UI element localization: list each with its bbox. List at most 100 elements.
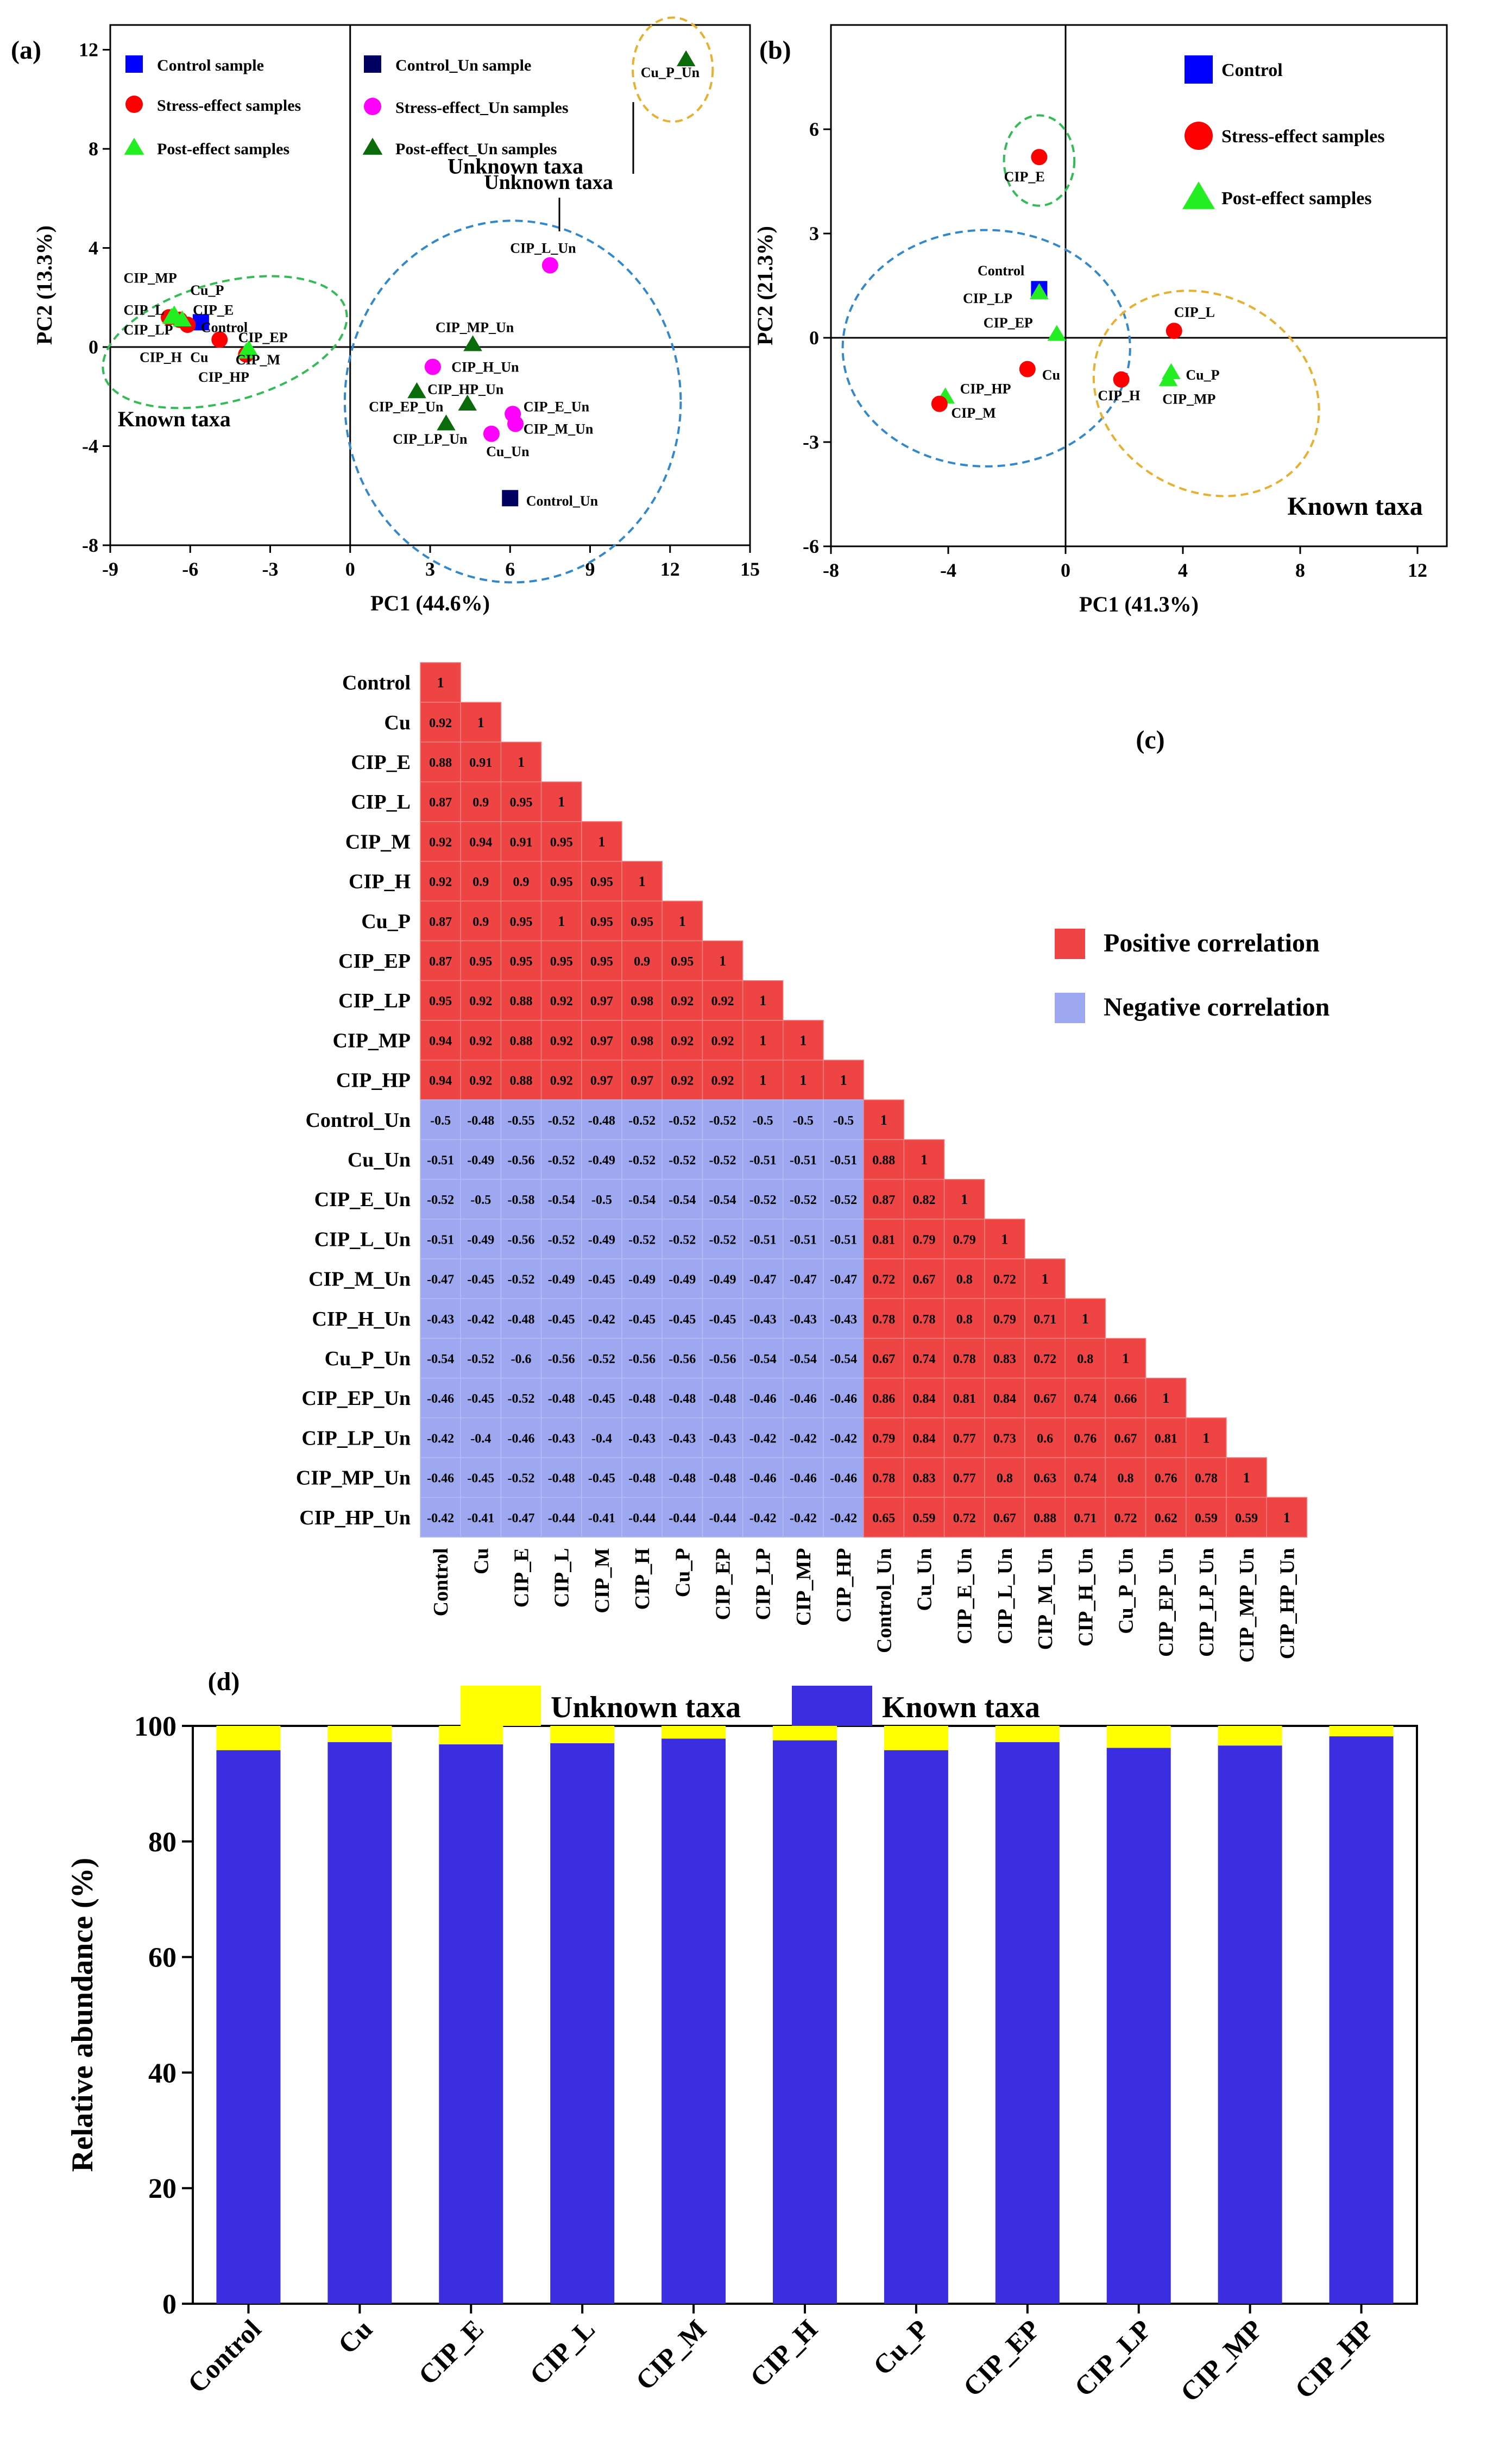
heatmap-cell-value: 0.8	[956, 1273, 973, 1287]
bar-segment	[995, 1726, 1060, 1742]
heatmap-cell-value: 0.74	[913, 1352, 936, 1366]
heatmap-cell	[903, 1178, 945, 1220]
heatmap-cell	[420, 1020, 461, 1061]
heatmap-cell-value: 0.72	[993, 1273, 1016, 1287]
column-label: Cu_P_Un	[1115, 1548, 1138, 1634]
heatmap-cell-value: 0.76	[1074, 1432, 1097, 1446]
data-point	[502, 490, 519, 507]
heatmap-cell	[783, 1219, 824, 1259]
data-point	[541, 257, 558, 274]
x-tick-label: CIP_E	[412, 2313, 489, 2391]
heatmap-cell	[783, 1139, 824, 1180]
heatmap-cell	[460, 861, 502, 902]
heatmap-cell-value: 0.79	[993, 1313, 1016, 1327]
heatmap-cell	[662, 1139, 703, 1180]
heatmap-cell-value: -0.52	[669, 1114, 696, 1128]
bar-segment	[550, 1743, 615, 2304]
heatmap-cell	[702, 1497, 744, 1538]
heatmap-cell	[420, 1298, 461, 1339]
legend-label: Positive correlation	[1104, 929, 1320, 957]
bar-segment	[216, 1726, 281, 1750]
heatmap-cell	[1226, 1457, 1267, 1498]
heatmap-cell	[500, 821, 542, 862]
point-label: Cu	[1042, 367, 1060, 383]
column-label: Cu_Un	[914, 1548, 936, 1611]
heatmap-cell	[621, 1139, 663, 1180]
data-point	[192, 314, 209, 331]
heatmap-cell-value: 0.94	[469, 835, 492, 849]
heatmap-cell	[500, 940, 542, 981]
y-tick-label: -6	[803, 535, 819, 557]
heatmap-cell	[500, 1178, 542, 1220]
bar-segment	[884, 1726, 948, 1750]
legend-marker	[364, 55, 381, 73]
heatmap-cell	[1024, 1497, 1066, 1538]
y-tick-label: -3	[803, 431, 819, 453]
heatmap-cell-value: -0.54	[790, 1352, 817, 1366]
data-point	[211, 331, 228, 348]
heatmap-cell	[540, 781, 582, 822]
heatmap-cell	[863, 1457, 905, 1498]
heatmap-cell-value: -0.52	[548, 1114, 575, 1128]
heatmap-cell-value: 0.6	[1037, 1432, 1053, 1446]
heatmap-cell	[460, 1338, 502, 1379]
heatmap-cell-value: -0.52	[548, 1233, 575, 1247]
column-label: CIP_M	[591, 1548, 614, 1613]
heatmap-cell-value: 0.97	[590, 1074, 613, 1088]
column-label: Cu_P	[671, 1548, 694, 1597]
point-label: CIP_EP_Un	[369, 399, 444, 415]
heatmap-cell-value: -0.41	[588, 1511, 615, 1525]
heatmap-cell	[943, 1298, 985, 1339]
heatmap-cell	[863, 1377, 905, 1419]
point-label: CIP_MP_Un	[436, 320, 514, 336]
legend-swatch	[1055, 993, 1085, 1023]
heatmap-cell-value: -0.48	[628, 1392, 656, 1406]
bar-segment	[327, 1726, 392, 1742]
heatmap-cell	[1064, 1298, 1106, 1339]
heatmap-cell-value: -0.48	[669, 1472, 696, 1486]
heatmap-cell-value: 0.92	[469, 1074, 492, 1088]
point-label: CIP_MP	[124, 270, 177, 286]
heatmap-cell	[823, 1219, 864, 1259]
point-label: CIP_E	[1004, 169, 1045, 185]
pca-panel-b: -8 -4 0 4 8 12 -6 -3 0 3 6 PC1 (41.3%) PC2 (21.3%) CI…	[753, 24, 1448, 616]
heatmap-cell	[460, 1377, 502, 1419]
point-label: CIP_M	[236, 352, 280, 368]
heatmap-cell-value: 1	[1283, 1510, 1290, 1525]
cluster-ellipse	[1003, 114, 1076, 207]
heatmap-cell-value: 0.71	[1074, 1511, 1097, 1525]
heatmap-cell	[823, 1298, 864, 1339]
heatmap-cell-value: 0.67	[1114, 1432, 1137, 1446]
heatmap-cell-value: 1	[1082, 1311, 1089, 1327]
heatmap-cell	[984, 1457, 1025, 1498]
point-label: CIP_M	[951, 405, 996, 421]
heatmap-cell	[823, 1060, 864, 1100]
legend-marker	[362, 137, 383, 155]
heatmap-cell	[540, 1020, 582, 1061]
heatmap-cell	[702, 1258, 744, 1299]
point-label: CIP_L	[1174, 305, 1215, 320]
legend-marker	[364, 98, 381, 115]
column-label: CIP_L	[551, 1548, 574, 1607]
heatmap-cell	[702, 1139, 744, 1180]
heatmap-cell	[863, 1298, 905, 1339]
heatmap-cell	[863, 1497, 905, 1538]
data-point	[162, 308, 181, 324]
column-label: CIP_LP	[752, 1548, 775, 1620]
point-label: CIP_E_Un	[524, 399, 590, 415]
heatmap-cell-value: 0.92	[469, 994, 492, 1008]
heatmap-cell	[420, 702, 461, 743]
y-axis-label: PC2 (21.3%)	[753, 226, 777, 345]
row-label: CIP_LP_Un	[301, 1427, 411, 1449]
heatmap-cell	[540, 940, 582, 981]
heatmap-cell-value: 0.8	[1118, 1472, 1134, 1486]
heatmap-cell-value: 0.65	[872, 1511, 895, 1525]
heatmap-cell-value: 0.92	[550, 1034, 573, 1048]
y-tick-label: 40	[148, 2058, 177, 2089]
point-label: CIP_M_Un	[524, 421, 594, 437]
heatmap-cell-value: -0.44	[548, 1511, 575, 1525]
heatmap-cell-value: 0.81	[953, 1392, 976, 1406]
heatmap-cell	[662, 1099, 703, 1140]
heatmap-cell-value: 0.63	[1034, 1472, 1056, 1486]
y-tick-label: 20	[148, 2173, 177, 2204]
